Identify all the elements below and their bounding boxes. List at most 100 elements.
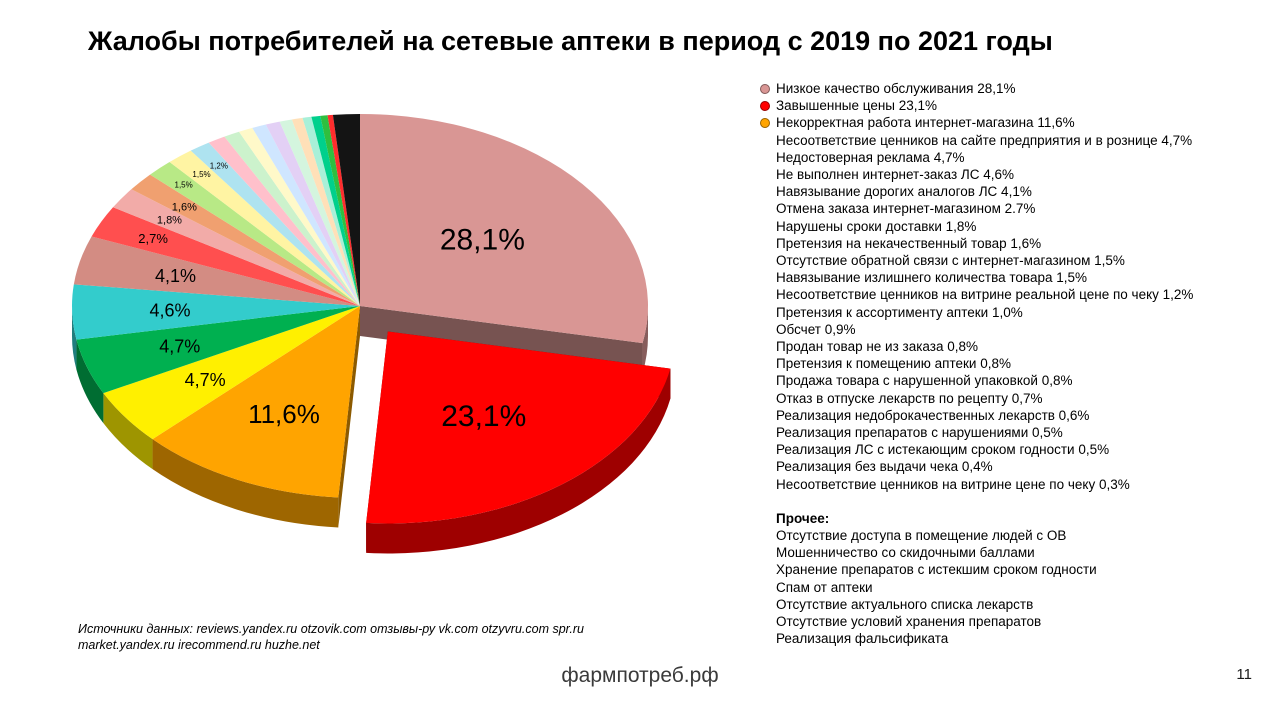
legend-item: Несоответствие ценников на витрине цене … (760, 476, 1265, 493)
pie-slice (366, 331, 671, 524)
pie-chart: 28,1% 23,1% 11,6% 4,7% 4,7% 4,6% 4,1% 2,7% 1,8% 1… (72, 114, 671, 554)
legend-marker (760, 118, 770, 129)
pie-slice (152, 306, 360, 498)
legend-other-section: Отсутствие доступа в помещение людей с О… (760, 527, 1265, 647)
pie-slice (72, 284, 361, 340)
legend-item: Навязывание дорогих аналогов ЛС 4,1% (760, 183, 1265, 200)
pie-slice-side (76, 339, 104, 424)
legend-item-label: Некорректная работа интернет-магазина 11… (776, 115, 1075, 131)
legend: Низкое качество обслуживания 28,1% Завыше… (760, 80, 1265, 648)
legend-item: Навязывание излишнего количества товара … (760, 269, 1265, 286)
legend-item-label: Спам от аптеки (776, 579, 873, 595)
pie-slice-label: 11,6% (248, 399, 320, 429)
pie-slice-label: 4,7% (185, 370, 226, 390)
legend-item-label: Несоответствие ценников на витрине реаль… (776, 287, 1194, 303)
legend-item-label: Несоответствие ценников на витрине цене … (776, 476, 1130, 492)
legend-item: Претензия к помещению аптеки 0,8% (760, 355, 1265, 372)
legend-item: Некорректная работа интернет-магазина 11… (760, 114, 1265, 131)
legend-item-label: Претензия к ассортименту аптеки 1,0% (776, 304, 1023, 320)
legend-item: Низкое качество обслуживания 28,1% (760, 80, 1265, 97)
pie-slice-label: 4,7% (159, 337, 200, 357)
legend-item: Отказ в отпуске лекарств по рецепту 0,7% (760, 390, 1265, 407)
legend-item-label: Реализация фальсификата (776, 631, 949, 647)
pie-slice-label: 28,1% (440, 223, 525, 256)
legend-item: Продан товар не из заказа 0,8% (760, 338, 1265, 355)
pie-slice-label: 1,2% (210, 161, 228, 170)
legend-item: Спам от аптеки (760, 579, 1265, 596)
pie-slice (150, 161, 360, 306)
pie-slice-side (366, 368, 671, 554)
pie-slice-label: 1,5% (192, 170, 210, 179)
legend-item: Нарушены сроки доставки 1,8% (760, 218, 1265, 235)
pie-slice-side (338, 306, 360, 528)
page-number: 11 (1236, 666, 1252, 683)
legend-item-label: Отсутствие обратной связи с интернет-маг… (776, 253, 1125, 269)
legend-item-label: Отсутствие условий хранения препаратов (776, 614, 1042, 630)
legend-item-label: Завышенные цены 23,1% (776, 98, 938, 114)
pie-slice-side (72, 306, 77, 370)
pie-slice (76, 306, 361, 394)
pie-slice (360, 114, 648, 344)
page-title: Жалобы потребителей на сетевые аптеки в … (88, 26, 1053, 56)
legend-item-label: Реализация без выдачи чека 0,4% (776, 459, 993, 475)
pie-slice-label: 1,8% (157, 215, 182, 227)
sources-line-1: Источники данных: reviews.yandex.ru otzo… (78, 622, 584, 636)
data-sources: Источники данных: reviews.yandex.ru otzo… (78, 622, 584, 653)
pie-slice (311, 115, 360, 306)
legend-other-title: Прочее: (776, 510, 830, 526)
legend-item-label: Несоответствие ценников на сайте предпри… (776, 132, 1193, 148)
legend-item-label: Претензия на некачественный товар 1,6% (776, 235, 1042, 251)
pie-slice (131, 174, 360, 306)
legend-item: Несоответствие ценников на витрине реаль… (760, 286, 1265, 303)
legend-item-label: Навязывание дорогих аналогов ЛС 4,1% (776, 184, 1032, 200)
legend-item-label: Не выполнен интернет-заказ ЛС 4,6% (776, 167, 1015, 183)
site-name: фармпотреб.рф (561, 664, 719, 687)
pie-slice-label: 2,7% (138, 231, 168, 246)
pie-slice (252, 124, 360, 307)
pie-slice (113, 189, 361, 306)
sources-line-2: market.yandex.ru irecommend.ru huzhe.net (78, 637, 320, 652)
pie-slice (224, 131, 360, 306)
pie-slice-side (103, 393, 153, 470)
pie-slice (332, 114, 360, 306)
legend-item-label: Нарушены сроки доставки 1,8% (776, 218, 977, 234)
pie-slice-label: 1,5% (175, 180, 193, 189)
pie-slice-side (152, 439, 339, 528)
legend-item-label: Низкое качество обслуживания 28,1% (776, 81, 1016, 96)
pie-slice-label: 4,6% (149, 300, 190, 320)
legend-item: Претензия к ассортименту аптеки 1,0% (760, 304, 1265, 321)
pie-slice (302, 116, 360, 306)
pie-slice-label: 4,1% (155, 266, 196, 286)
legend-item: Недостоверная реклама 4,7% (760, 149, 1265, 166)
legend-item-label: Реализация недоброкачественных лекарств … (776, 407, 1090, 423)
pie-slice (320, 115, 360, 306)
pie-slice (279, 119, 360, 306)
legend-item: Отмена заказа интернет-магазином 2.7% (760, 200, 1265, 217)
legend-marker (760, 101, 770, 112)
legend-item: Хранение препаратов с истекшим сроком го… (760, 561, 1265, 578)
legend-item-label: Отсутствие актуального списка лекарств (776, 596, 1034, 612)
pie-slice (73, 236, 361, 306)
pie-chart-area: 28,1% 23,1% 11,6% 4,7% 4,7% 4,6% 4,1% 2,7% 1,8% 1… (40, 78, 700, 638)
pie-slice-side (642, 306, 648, 374)
legend-item-label: Реализация препаратов с нарушениями 0,5% (776, 425, 1063, 441)
legend-item: Отсутствие обратной связи с интернет-маг… (760, 252, 1265, 269)
legend-item: Реализация ЛС с истекающим сроком годнос… (760, 441, 1265, 458)
legend-item: Завышенные цены 23,1% (760, 97, 1265, 114)
legend-marker (760, 84, 770, 94)
legend-item: Реализация недоброкачественных лекарств … (760, 407, 1265, 424)
legend-item: Претензия на некачественный товар 1,6% (760, 235, 1265, 252)
legend-item: Реализация без выдачи чека 0,4% (760, 458, 1265, 475)
pie-slice (291, 117, 360, 306)
legend-item-label: Мошенничество со скидочными баллами (776, 545, 1035, 561)
legend-item-label: Обсчет 0,9% (776, 321, 856, 337)
legend-item: Мошенничество со скидочными баллами (760, 544, 1265, 561)
legend-item: Несоответствие ценников на сайте предпри… (760, 132, 1265, 149)
legend-item: Продажа товара с нарушенной упаковкой 0,… (760, 372, 1265, 389)
pie-slice (327, 114, 360, 306)
legend-item: Реализация фальсификата (760, 630, 1265, 647)
pie-slice (208, 136, 360, 306)
pie-slice (91, 207, 360, 306)
legend-item: Отсутствие доступа в помещение людей с О… (760, 527, 1265, 544)
